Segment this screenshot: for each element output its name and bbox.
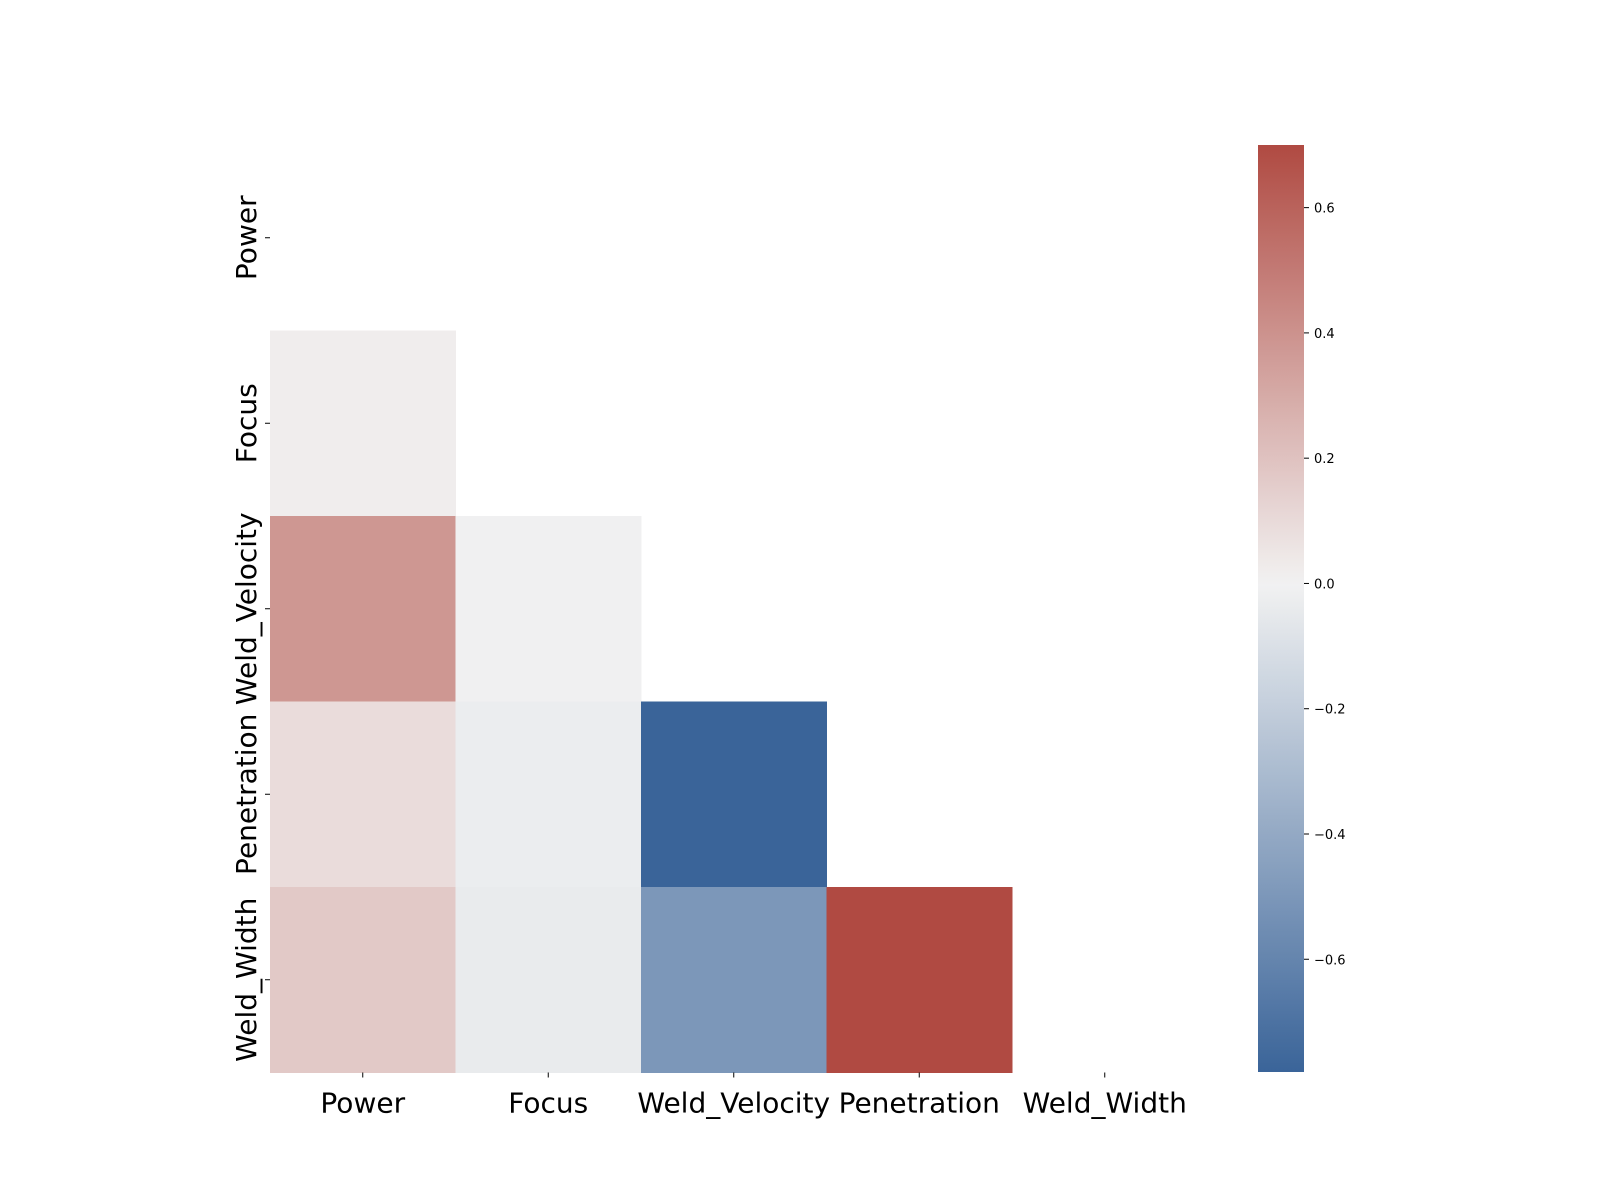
cell-weld-velocity-focus xyxy=(455,516,642,702)
x-tick-label-power: Power xyxy=(320,1087,405,1120)
cell-penetration-power xyxy=(270,701,456,888)
colorbar-bar xyxy=(1258,145,1304,1072)
cell-focus-power xyxy=(270,330,456,517)
y-tick-label-focus: Focus xyxy=(230,383,263,463)
x-axis: Power Focus Weld_Velocity Penetration Weld_W… xyxy=(320,1072,1187,1120)
cell-weld-width-penetration xyxy=(826,887,1013,1073)
cell-weld-velocity-power xyxy=(270,516,456,702)
y-tick-label-power: Power xyxy=(230,195,263,280)
cell-penetration-weld-velocity xyxy=(641,701,827,888)
colorbar-tick-label: 0.0 xyxy=(1314,577,1335,592)
cell-penetration-focus xyxy=(455,701,642,888)
colorbar-tick-label: −0.4 xyxy=(1314,828,1346,843)
cell-weld-width-power xyxy=(270,887,456,1073)
colorbar-tick-label: −0.6 xyxy=(1314,953,1346,968)
colorbar-tick-label: 0.6 xyxy=(1314,202,1335,217)
y-tick-label-weld-velocity: Weld_Velocity xyxy=(230,512,263,705)
x-tick-label-penetration: Penetration xyxy=(839,1087,1000,1120)
colorbar-tick-label: −0.2 xyxy=(1314,703,1346,718)
colorbar: 0.6 0.4 0.2 0.0 −0.2 −0.4 −0.6 xyxy=(1258,145,1346,1072)
y-axis: Power Focus Weld_Velocity Penetration Weld_W… xyxy=(230,195,270,1062)
colorbar-tick-label: 0.4 xyxy=(1314,327,1335,342)
x-tick-label-weld-velocity: Weld_Velocity xyxy=(637,1087,830,1120)
cell-weld-width-weld-velocity xyxy=(641,887,827,1073)
x-tick-label-focus: Focus xyxy=(508,1087,588,1120)
heatmap-cells xyxy=(270,330,1013,1073)
colorbar-tick-label: 0.2 xyxy=(1314,452,1335,467)
cell-weld-width-focus xyxy=(455,887,642,1073)
y-tick-label-penetration: Penetration xyxy=(230,714,263,875)
x-tick-label-weld-width: Weld_Width xyxy=(1023,1087,1187,1120)
y-tick-label-weld-width: Weld_Width xyxy=(230,898,263,1062)
